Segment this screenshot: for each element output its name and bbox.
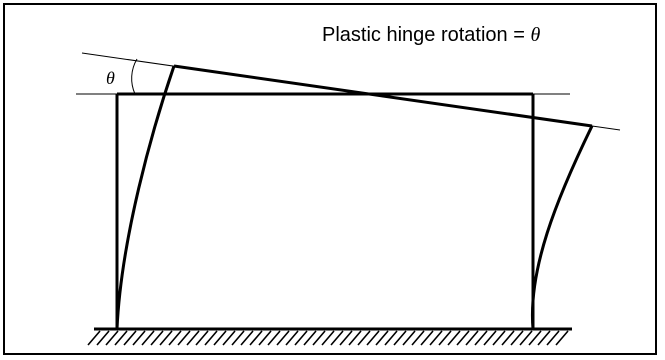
ground-hatch-mark bbox=[159, 330, 173, 346]
ground-hatching bbox=[87, 330, 569, 346]
ground-hatch-mark bbox=[186, 330, 200, 346]
ground-hatch-mark bbox=[249, 330, 263, 346]
ground-hatch-mark bbox=[204, 330, 218, 346]
rotation-angle-label: θ bbox=[106, 68, 115, 88]
ground-hatch-mark bbox=[474, 330, 488, 346]
ground-hatch-mark bbox=[222, 330, 236, 346]
ground-hatch-mark bbox=[447, 330, 461, 346]
ground-hatch-mark bbox=[384, 330, 398, 346]
ground-hatch-mark bbox=[429, 330, 443, 346]
ground-hatch-mark bbox=[339, 330, 353, 346]
ground-hatch-mark bbox=[357, 330, 371, 346]
ground-hatch-mark bbox=[168, 330, 182, 346]
deformed-beam bbox=[173, 64, 593, 128]
ground-hatch-mark bbox=[87, 330, 101, 346]
ground-hatch-mark bbox=[114, 330, 128, 346]
ground-hatch-mark bbox=[105, 330, 119, 346]
ground-hatch-mark bbox=[537, 330, 551, 346]
ground-hatch-mark bbox=[294, 330, 308, 346]
ground-hatch-mark bbox=[465, 330, 479, 346]
deformed-right-column bbox=[530, 125, 594, 330]
ground-hatch-mark bbox=[303, 330, 317, 346]
caption-theta-symbol: θ bbox=[530, 24, 541, 46]
ground-hatch-mark bbox=[501, 330, 515, 346]
ground-hatch-mark bbox=[141, 330, 155, 346]
diagram-caption: Plastic hinge rotation = θ bbox=[322, 24, 540, 47]
ground-hatch-mark bbox=[321, 330, 335, 346]
ground-hatch-mark bbox=[258, 330, 272, 346]
ground-hatch-mark bbox=[96, 330, 110, 346]
ground-hatch-mark bbox=[150, 330, 164, 346]
ground-hatch-mark bbox=[546, 330, 560, 346]
ground-hatch-mark bbox=[177, 330, 191, 346]
ground-hatch-mark bbox=[195, 330, 209, 346]
ground-hatch-mark bbox=[132, 330, 146, 346]
ground-hatch-mark bbox=[276, 330, 290, 346]
ground-hatch-mark bbox=[420, 330, 434, 346]
ground-hatch-mark bbox=[456, 330, 470, 346]
ground-hatch-mark bbox=[510, 330, 524, 346]
ground-hatch-mark bbox=[240, 330, 254, 346]
ground-hatch-mark bbox=[285, 330, 299, 346]
ground-hatch-mark bbox=[330, 330, 344, 346]
ground-hatch-mark bbox=[483, 330, 497, 346]
ground-hatch-mark bbox=[438, 330, 452, 346]
ground-hatch-mark bbox=[402, 330, 416, 346]
ground-hatch-mark bbox=[312, 330, 326, 346]
ground-hatch-mark bbox=[528, 330, 542, 346]
ground-hatch-mark bbox=[555, 330, 569, 346]
diagram-border bbox=[3, 3, 657, 355]
ground-hatch-mark bbox=[393, 330, 407, 346]
ground-hatch-mark bbox=[519, 330, 533, 346]
ground-hatch-mark bbox=[492, 330, 506, 346]
ground-hatch-mark bbox=[348, 330, 362, 346]
ground-hatch-mark bbox=[375, 330, 389, 346]
deformed-left-column bbox=[115, 65, 176, 330]
rotation-angle-arc bbox=[131, 58, 138, 95]
ground-hatch-mark bbox=[366, 330, 380, 346]
ground-hatch-mark bbox=[411, 330, 425, 346]
ground-hatch-mark bbox=[213, 330, 227, 346]
ground-hatch-mark bbox=[231, 330, 245, 346]
ground-hatch-mark bbox=[123, 330, 137, 346]
ground-hatch-mark bbox=[267, 330, 281, 346]
caption-text: Plastic hinge rotation = bbox=[322, 24, 531, 46]
